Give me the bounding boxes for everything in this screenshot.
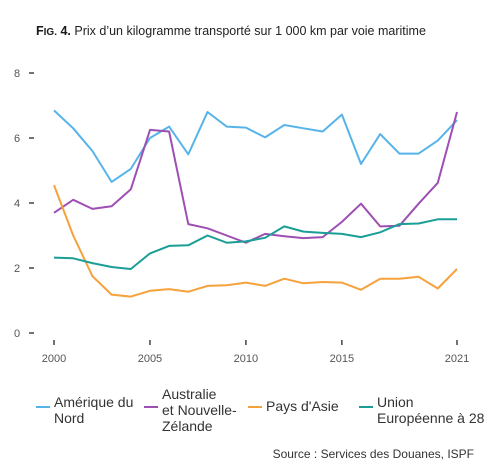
y-tick-label: 8 [14, 68, 20, 80]
y-tick-label: 4 [14, 198, 20, 210]
legend-item: Amérique du Nord [36, 386, 133, 426]
legend-swatch [144, 406, 158, 408]
figure-number: FIG. 4. [36, 24, 71, 38]
legend-item: Union Européenne à 28 [359, 386, 484, 426]
line-chart: 0 2 4 6 8 2000 2005 2010 2015 2021 [14, 68, 469, 365]
legend-label: Amérique du Nord [54, 394, 134, 426]
source-note: Source : Services des Douanes, ISPF [272, 447, 474, 461]
series-line-1 [53, 109, 458, 183]
y-tick-label: 0 [14, 328, 20, 340]
x-tick-label: 2005 [138, 353, 162, 365]
legend-swatch [359, 406, 373, 408]
legend-swatch [36, 406, 50, 408]
y-tick-label: 6 [14, 133, 20, 145]
legend-label: Union Européenne à 28 [377, 394, 485, 426]
legend-label: Pays d'Asie [266, 398, 339, 414]
legend-item: Pays d'Asie [248, 386, 339, 414]
y-tick-label: 2 [14, 263, 20, 275]
series-line-2 [53, 111, 458, 244]
x-tick-label: 2010 [234, 353, 258, 365]
series-line-4 [53, 218, 457, 270]
x-tick-label: 2015 [330, 353, 354, 365]
x-tick-label: 2000 [42, 353, 66, 365]
series-line-3 [53, 184, 458, 298]
x-tick-label: 2021 [445, 353, 469, 365]
legend-swatch [248, 406, 262, 408]
legend-item: Australie et Nouvelle- Zélande [144, 386, 237, 434]
chart-title-text: Prix d’un kilogramme transporté sur 1 00… [74, 24, 426, 38]
legend-label: Australie et Nouvelle- Zélande [162, 386, 237, 434]
legend: Amérique du Nord Australie et Nouvelle- Z… [36, 386, 486, 436]
chart-title: FIG. 4. Prix d’un kilogramme transporté … [36, 24, 426, 38]
